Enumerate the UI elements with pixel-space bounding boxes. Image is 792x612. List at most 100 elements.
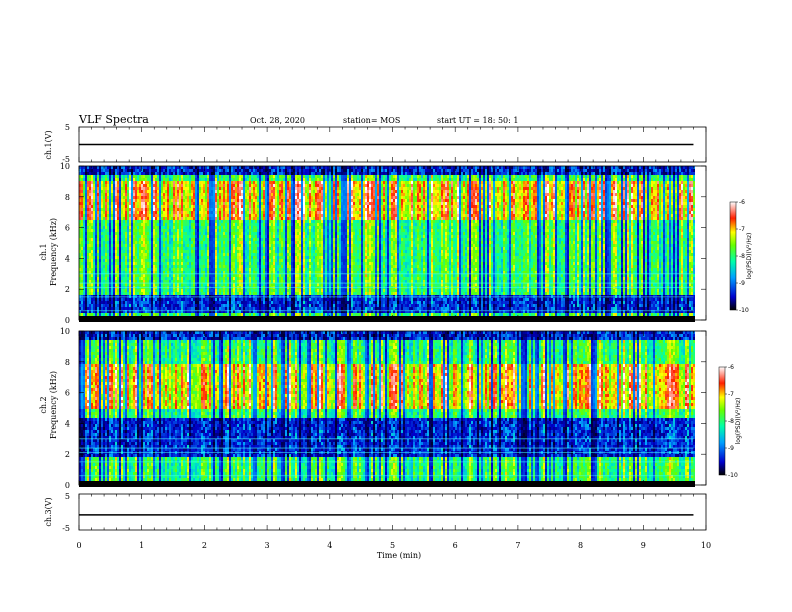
spectrogram-cell <box>107 232 109 235</box>
spectrogram-cell <box>97 178 99 181</box>
spectrogram-cell <box>113 235 115 238</box>
spectrogram-cell <box>111 169 113 172</box>
spectrogram-cell <box>107 181 109 184</box>
spectrogram-cell <box>105 277 107 280</box>
spectrogram-cell <box>91 181 93 184</box>
spectrogram-cell <box>89 289 91 292</box>
spectrogram-cell <box>93 274 95 277</box>
spectrogram-cell <box>109 247 111 250</box>
spectrogram-cell <box>97 265 99 268</box>
spectrogram-cell <box>109 181 111 184</box>
spectrogram-cell <box>111 265 113 268</box>
spectrogram-cell <box>103 280 105 283</box>
spectrogram-cell <box>99 262 101 265</box>
spectrogram-cell <box>93 316 95 319</box>
spectrogram-cell <box>87 283 89 286</box>
spectrogram-cell <box>107 178 109 181</box>
spectrogram-cell <box>97 211 99 214</box>
spectrogram-cell <box>93 262 95 265</box>
spectrogram-cell <box>107 313 109 316</box>
spectrogram-cell <box>101 319 103 322</box>
spectrogram-cell <box>85 244 87 247</box>
spectrogram-cell <box>103 283 105 286</box>
spectrogram-cell <box>103 298 105 301</box>
spectrogram-cell <box>101 223 103 226</box>
spectrogram-cell <box>81 241 83 244</box>
spectrogram-cell <box>87 190 89 193</box>
spectrogram-cell <box>83 199 85 202</box>
spectrogram-cell <box>103 214 105 217</box>
spectrogram-cell <box>105 301 107 304</box>
spectrogram-cell <box>85 301 87 304</box>
spectrogram-cell <box>93 265 95 268</box>
spectrogram-cell <box>97 214 99 217</box>
spectrogram-cell <box>105 214 107 217</box>
spectrogram-cell <box>105 256 107 259</box>
spectrogram-cell <box>115 289 117 292</box>
spectrogram-cell <box>105 265 107 268</box>
spectrogram-cell <box>93 169 95 172</box>
spectrogram-cell <box>95 283 97 286</box>
spectrogram-cell <box>85 199 87 202</box>
spectrogram-cell <box>81 259 83 262</box>
spectrogram-cell <box>109 298 111 301</box>
spectrogram-cell <box>91 292 93 295</box>
spectrogram-cell <box>99 223 101 226</box>
spectrogram-cell <box>85 196 87 199</box>
spectrogram-cell <box>103 259 105 262</box>
spectrogram-cell <box>93 205 95 208</box>
date-label: Oct. 28, 2020 <box>250 116 305 125</box>
spectrogram-cell <box>113 199 115 202</box>
spectrogram-cell <box>111 298 113 301</box>
spectrogram-cell <box>109 301 111 304</box>
spectrogram-cell <box>115 193 117 196</box>
spectrogram-cell <box>111 289 113 292</box>
spectrogram-cell <box>97 313 99 316</box>
spectrogram-cell <box>93 223 95 226</box>
spectrogram-cell <box>103 190 105 193</box>
spectrogram-cell <box>105 241 107 244</box>
spectrogram-cell <box>85 241 87 244</box>
spectrogram-cell <box>83 208 85 211</box>
spectrogram-cell <box>105 172 107 175</box>
spectrogram-cell <box>93 166 95 169</box>
spectrogram-cell <box>93 301 95 304</box>
spectrogram-cell <box>85 181 87 184</box>
spectrogram-cell <box>101 166 103 169</box>
spectrogram-cell <box>101 178 103 181</box>
spectrogram-cell <box>93 250 95 253</box>
spectrogram-cell <box>111 280 113 283</box>
spectrogram-cell <box>111 283 113 286</box>
spectrogram-cell <box>109 268 111 271</box>
spectrogram-cell <box>87 289 89 292</box>
spectrogram-cell <box>93 313 95 316</box>
spectrogram-cell <box>85 166 87 169</box>
spectrogram-cell <box>91 253 93 256</box>
spectrogram-cell <box>109 199 111 202</box>
spectrogram-cell <box>117 205 119 208</box>
spectrogram-cell <box>93 319 95 322</box>
spectrogram-cell <box>107 307 109 310</box>
spectrogram-cell <box>107 184 109 187</box>
spectrogram-cell <box>105 181 107 184</box>
spectrogram-cell <box>115 298 117 301</box>
spectrogram-cell <box>93 247 95 250</box>
spectrogram-cell <box>115 265 117 268</box>
spectrogram-cell <box>115 304 117 307</box>
spectrogram-cell <box>97 184 99 187</box>
spectrogram-cell <box>101 181 103 184</box>
spectrogram-cell <box>97 289 99 292</box>
spectrogram-cell <box>103 289 105 292</box>
spectrogram-cell <box>105 205 107 208</box>
spectrogram-cell <box>105 169 107 172</box>
spectrogram-cell <box>107 298 109 301</box>
spectrogram-cell <box>115 247 117 250</box>
spectrogram-cell <box>101 187 103 190</box>
spectrogram-cell <box>113 220 115 223</box>
spectrogram-cell <box>97 262 99 265</box>
spectrogram-cell <box>91 247 93 250</box>
spectrogram-cell <box>87 175 89 178</box>
spectrogram-cell <box>115 238 117 241</box>
spectrogram-cell <box>113 196 115 199</box>
spectrogram-cell <box>91 277 93 280</box>
